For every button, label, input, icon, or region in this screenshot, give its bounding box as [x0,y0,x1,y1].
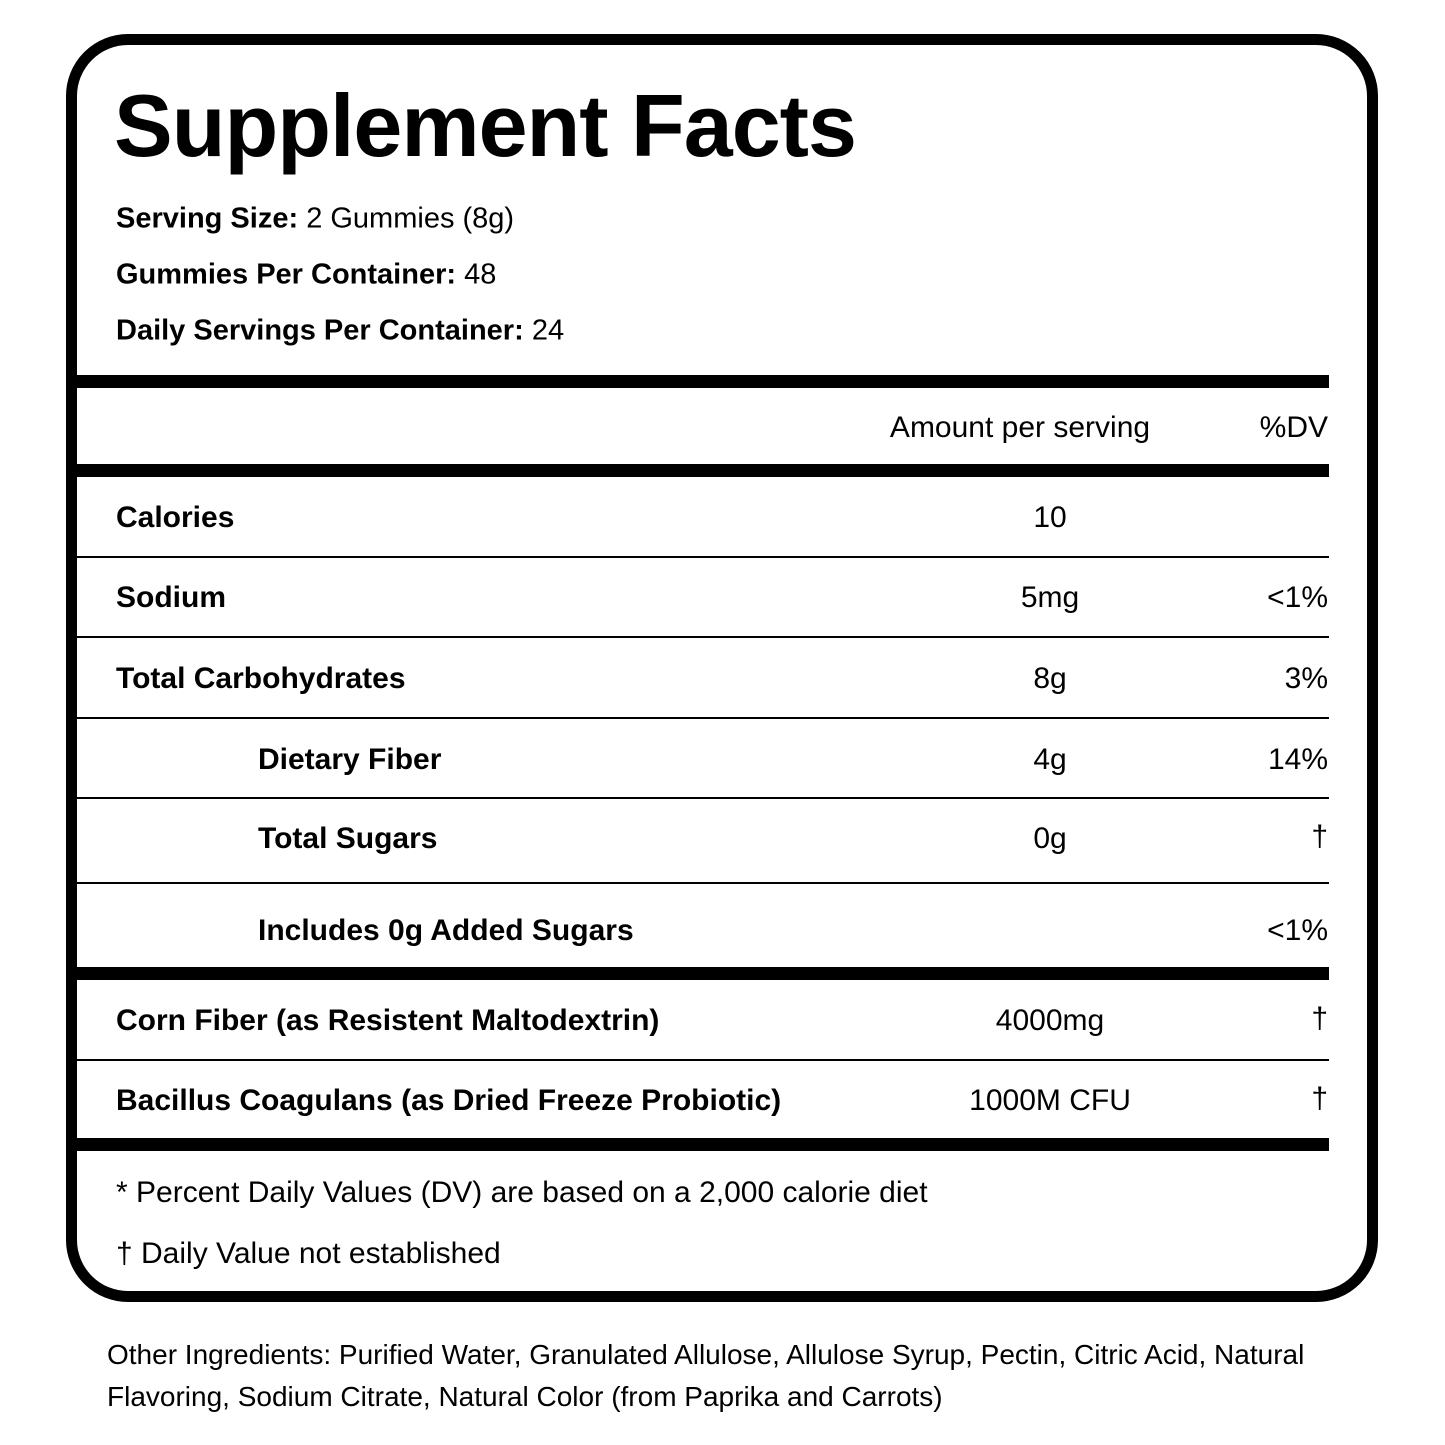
divider [77,1059,1329,1061]
dv-header: %DV [1259,411,1328,444]
row-name: Corn Fiber (as Resistent Maltodextrin) [116,1004,660,1037]
daily-servings: Daily Servings Per Container: 24 [116,314,565,347]
serving-size-value: 2 Gummies (8g) [306,202,515,235]
row-name: Total Carbohydrates [116,662,406,695]
row-amount: 4000mg [995,1004,1105,1037]
row-name: Sodium [116,581,226,614]
row-name: Bacillus Coagulans (as Dried Freeze Prob… [116,1084,782,1117]
row-dv: <1% [1267,914,1328,947]
supplement-facts-panel [66,34,1378,1302]
divider [77,882,1329,884]
row-amount: 5mg [1020,581,1080,614]
row-name: Total Sugars [258,822,438,855]
row-amount: 1000M CFU [969,1084,1131,1117]
row-dv: † [1311,1002,1328,1035]
row-name: Dietary Fiber [258,743,442,776]
row-amount: 10 [1033,501,1067,534]
divider [77,556,1329,558]
divider-thick [77,967,1329,980]
divider-thick [77,1138,1329,1151]
row-dv: 3% [1284,662,1328,695]
daily-servings-label: Daily Servings Per Container: [116,314,524,347]
divider [77,636,1329,638]
gummies-per-container: Gummies Per Container: 48 [116,258,497,291]
divider [77,717,1329,719]
footnote-dv: * Percent Daily Values (DV) are based on… [116,1176,928,1209]
divider-thick [77,464,1329,477]
row-amount: 0g [1033,822,1067,855]
row-dv: † [1311,1082,1328,1115]
other-ingredients: Other Ingredients: Purified Water, Granu… [107,1339,1305,1412]
row-dv: † [1311,820,1328,853]
footnote-dagger: † Daily Value not established [116,1237,501,1270]
gummies-per-container-label: Gummies Per Container: [116,258,457,291]
page-title: Supplement Facts [114,76,857,175]
divider-thick [77,375,1329,388]
serving-size-label: Serving Size: [116,202,299,235]
daily-servings-value: 24 [531,314,565,347]
amount-header: Amount per serving [889,411,1151,444]
row-name: Calories [116,501,235,534]
divider [77,797,1329,799]
row-amount: 4g [1033,743,1067,776]
gummies-per-container-value: 48 [464,258,497,291]
row-dv: <1% [1267,581,1328,614]
row-amount: 8g [1033,662,1067,695]
serving-size: Serving Size: 2 Gummies (8g) [116,202,515,235]
row-dv: 14% [1267,743,1328,776]
row-name: Includes 0g Added Sugars [258,914,634,947]
